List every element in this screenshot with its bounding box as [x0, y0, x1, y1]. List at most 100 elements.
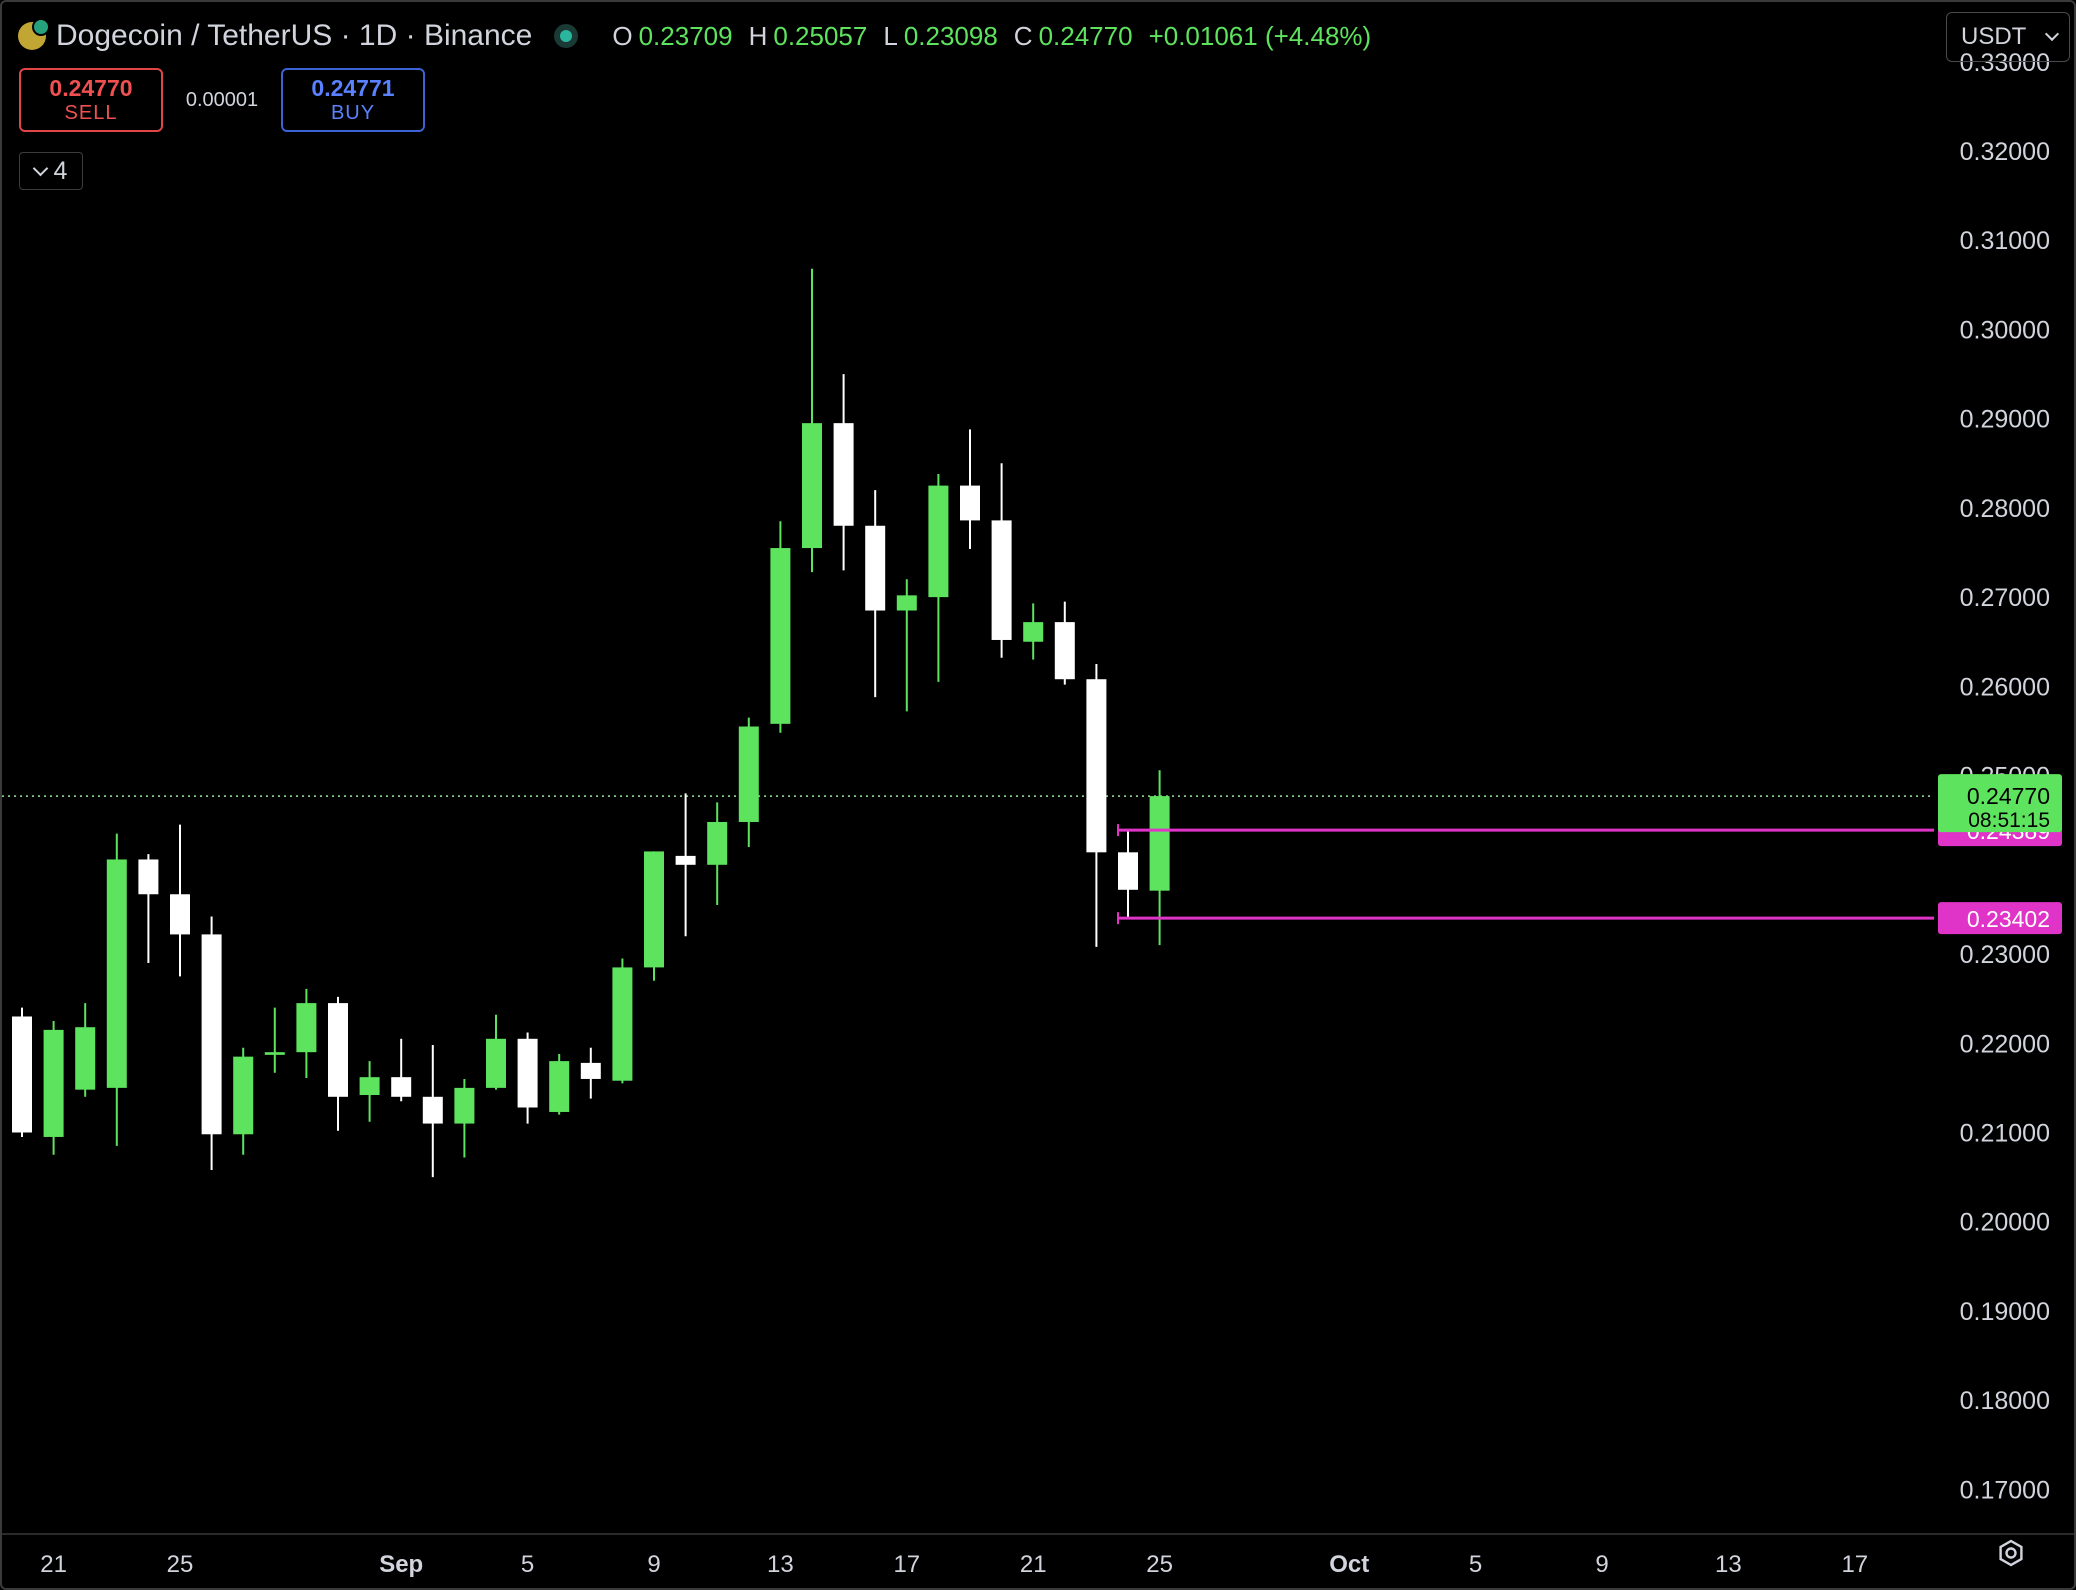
y-tick-label: 0.19000	[1960, 1298, 2050, 1326]
chevron-down-icon	[2044, 26, 2060, 42]
x-tick-label: 25	[1146, 1551, 1173, 1578]
symbol-title[interactable]: Dogecoin / TetherUS · 1D · Binance	[56, 19, 533, 52]
candle-body[interactable]	[833, 423, 854, 526]
candle-body[interactable]	[517, 1038, 538, 1108]
change-value: +0.01061 (+4.48%)	[1148, 20, 1372, 51]
open-value: 0.23709	[638, 20, 733, 51]
candle-body[interactable]	[580, 1062, 601, 1079]
candle-body[interactable]	[707, 821, 728, 865]
settings-gear-icon[interactable]	[1996, 1538, 2026, 1568]
x-tick-label: 9	[647, 1551, 660, 1578]
candle-body[interactable]	[201, 934, 222, 1135]
candle-body[interactable]	[422, 1096, 443, 1124]
candle-body[interactable]	[928, 485, 949, 598]
currency-value: USDT	[1961, 23, 2027, 50]
candle-body[interactable]	[991, 520, 1012, 640]
y-tick-label: 0.23000	[1960, 941, 2050, 969]
y-tick-label: 0.18000	[1960, 1387, 2050, 1415]
candle-body[interactable]	[75, 1027, 96, 1090]
trade-panel: 0.24770 SELL 0.00001 0.24771 BUY	[19, 68, 425, 132]
market-status-icon[interactable]	[560, 30, 573, 42]
candle-body[interactable]	[106, 859, 127, 1088]
x-tick-label: 9	[1595, 1551, 1608, 1578]
y-tick-label: 0.31000	[1960, 227, 2050, 255]
x-tick-label: Sep	[379, 1551, 423, 1578]
candle-body[interactable]	[770, 548, 791, 724]
candle-body[interactable]	[12, 1016, 32, 1133]
candle-body[interactable]	[233, 1056, 254, 1135]
y-tick-label: 0.17000	[1960, 1476, 2050, 1504]
candle-body[interactable]	[328, 1003, 348, 1097]
buy-label: BUY	[330, 102, 376, 124]
x-tick-label: 5	[1469, 1551, 1482, 1578]
level-price-label: 0.23402	[1967, 906, 2050, 932]
candle-body[interactable]	[1086, 679, 1107, 853]
candle-body[interactable]	[675, 855, 696, 865]
y-tick-label: 0.27000	[1960, 584, 2050, 612]
sell-label: SELL	[64, 102, 118, 124]
sell-button[interactable]: 0.24770 SELL	[19, 68, 163, 132]
y-tick-label: 0.26000	[1960, 673, 2050, 701]
indicators-count: 4	[53, 156, 68, 185]
level-price-tag	[1938, 902, 2062, 935]
candle-body[interactable]	[296, 1003, 317, 1053]
x-tick-label: 5	[521, 1551, 534, 1578]
low-label: L	[883, 20, 898, 51]
candle-body[interactable]	[1054, 622, 1075, 680]
candle-body[interactable]	[454, 1087, 475, 1124]
y-tick-label: 0.30000	[1960, 316, 2050, 344]
candle-body[interactable]	[486, 1038, 506, 1088]
close-value: 0.24770	[1038, 20, 1133, 51]
y-tick-label: 0.33000	[1960, 49, 2050, 77]
candle-body[interactable]	[865, 525, 886, 611]
x-tick-label: 21	[40, 1551, 67, 1578]
high-label: H	[748, 20, 768, 51]
y-tick-label: 0.28000	[1960, 495, 2050, 523]
candle-body[interactable]	[960, 485, 980, 521]
candle-body[interactable]	[391, 1077, 412, 1097]
x-tick-label: 13	[1715, 1551, 1742, 1578]
x-tick-label: 13	[767, 1551, 794, 1578]
x-tick-label: 25	[167, 1551, 194, 1578]
ohlc-readout: O 0.23709 H 0.25057 L 0.23098 C 0.24770 +0.0…	[602, 21, 1371, 52]
y-tick-label: 0.22000	[1960, 1030, 2050, 1058]
buy-price: 0.24771	[311, 75, 395, 101]
open-label: O	[612, 20, 633, 51]
candle-body[interactable]	[43, 1029, 64, 1137]
candle-body[interactable]	[264, 1052, 285, 1055]
candle-body[interactable]	[612, 967, 633, 1081]
symbol-header: Dogecoin / TetherUS · 1D · Binance O 0.23…	[18, 14, 1371, 58]
candle-body[interactable]	[549, 1061, 570, 1112]
x-tick-label: 17	[893, 1551, 920, 1578]
close-label: C	[1013, 20, 1033, 51]
y-tick-label: 0.21000	[1960, 1119, 2050, 1147]
x-tick-label: 17	[1841, 1551, 1868, 1578]
low-value: 0.23098	[903, 20, 998, 51]
candle-body[interactable]	[1118, 852, 1138, 890]
candle-body[interactable]	[738, 726, 759, 822]
last-price-tag	[1938, 774, 2062, 833]
candle-body[interactable]	[644, 851, 664, 968]
candle-body[interactable]	[802, 423, 822, 549]
x-tick-label: 21	[1020, 1551, 1047, 1578]
indicators-toggle-button[interactable]: 4	[19, 152, 83, 190]
chevron-down-icon	[32, 160, 48, 176]
candle-body[interactable]	[1149, 796, 1170, 891]
sell-price: 0.24770	[49, 75, 133, 101]
candle-body[interactable]	[1023, 622, 1044, 642]
x-tick-label: Oct	[1329, 1551, 1369, 1578]
buy-button[interactable]: 0.24771 BUY	[281, 68, 425, 132]
currency-select[interactable]: USDT	[1946, 12, 2070, 62]
candle-body[interactable]	[359, 1077, 380, 1096]
spread-value: 0.00001	[185, 88, 259, 111]
candle-body[interactable]	[896, 595, 917, 611]
last-price-label: 0.24770	[1967, 783, 2050, 809]
candle-body[interactable]	[138, 859, 159, 895]
y-tick-label: 0.29000	[1960, 406, 2050, 434]
doge-logo-icon	[18, 18, 50, 50]
y-tick-label: 0.32000	[1960, 138, 2050, 166]
bar-countdown-label: 08:51:15	[1968, 809, 2050, 832]
candle-body[interactable]	[170, 894, 190, 935]
